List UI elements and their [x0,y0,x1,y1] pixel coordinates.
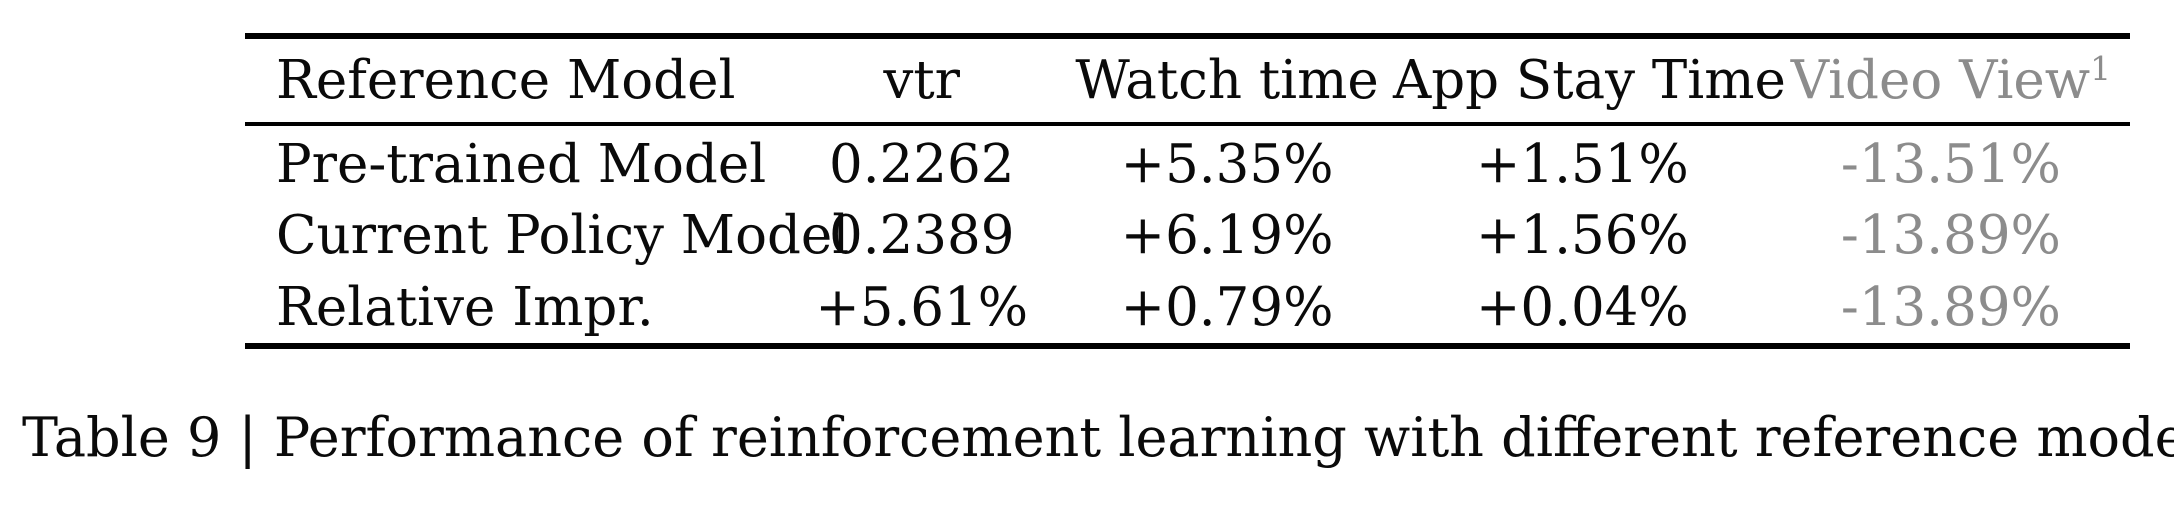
column-header-video-view: Video View1 [1771,36,2130,126]
cell-row-label: Relative Impr. [276,277,654,338]
cell-vtr: +5.61% [815,277,1029,338]
table-row-relative-improvement: Relative Impr. +5.61% +0.79% +0.04% -13.… [245,272,2130,346]
table-caption: Table 9 | Performance of reinforcement l… [22,406,2174,469]
column-header-watch-time: Watch time [1061,36,1393,126]
cell-vtr: 0.2262 [828,133,1015,195]
header-row: Reference Model vtr Watch time App Stay … [245,36,2130,126]
cell-app-stay-time: +1.51% [1475,133,1689,195]
footnote-marker: 1 [2090,48,2112,88]
column-header-vtr: vtr [782,36,1062,126]
cell-watch-time: +6.19% [1120,204,1334,266]
cell-app-stay-time: +0.04% [1475,277,1689,338]
cell-video-view: -13.89% [1840,204,2061,266]
results-table-container: Reference Model vtr Watch time App Stay … [245,33,2130,349]
column-header-reference-model: Reference Model [245,36,783,126]
results-table: Reference Model vtr Watch time App Stay … [245,33,2130,349]
column-header-app-stay-time: App Stay Time [1392,36,1786,126]
table-row-current-policy: Current Policy Model 0.2389 +6.19% +1.56… [245,198,2130,272]
table-row-pretrained: Pre-trained Model 0.2262 +5.35% +1.51% -… [245,124,2130,198]
cell-vtr: 0.2389 [828,204,1015,266]
column-header-video-view-label: Video View [1790,50,2091,111]
cell-video-view: -13.89% [1840,277,2061,338]
cell-watch-time: +0.79% [1120,277,1334,338]
cell-app-stay-time: +1.56% [1475,204,1689,266]
cell-row-label: Pre-trained Model [276,133,767,195]
cell-video-view: -13.51% [1840,133,2061,195]
cell-row-label: Current Policy Model [276,204,850,266]
cell-watch-time: +5.35% [1120,133,1334,195]
